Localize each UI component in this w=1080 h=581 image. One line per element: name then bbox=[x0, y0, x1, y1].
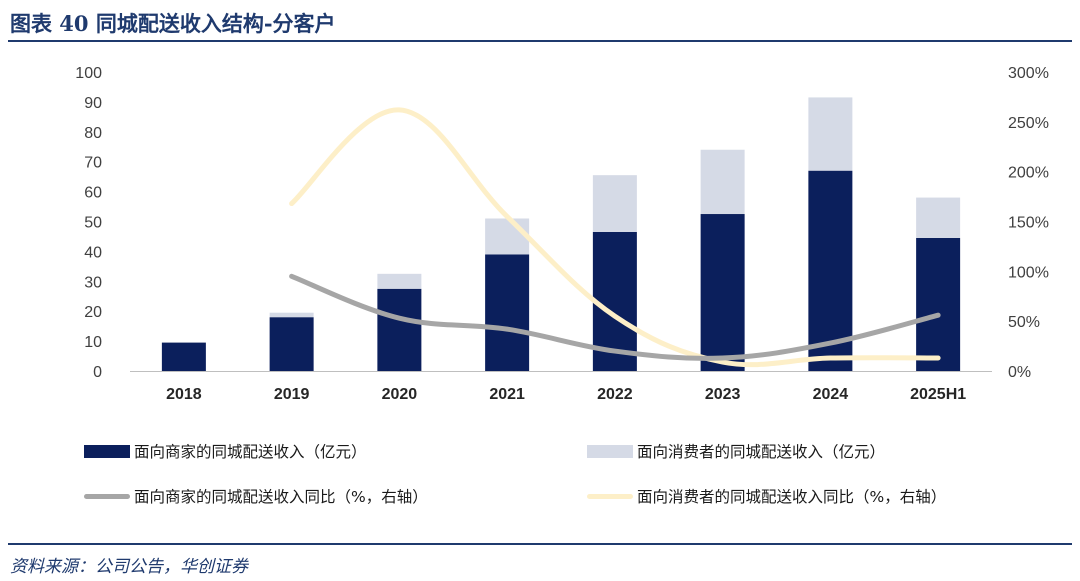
bar-merchant-2021 bbox=[485, 254, 530, 371]
right-tick-label: 0% bbox=[1008, 364, 1031, 381]
legend-label: 面向消费者的同城配送收入同比（%，右轴） bbox=[637, 488, 947, 506]
x-tick-label: 2021 bbox=[489, 386, 525, 403]
right-tick-label: 300% bbox=[1008, 65, 1049, 82]
left-tick-label: 40 bbox=[84, 244, 102, 261]
bar-merchant-2020 bbox=[377, 288, 422, 371]
right-tick-label: 100% bbox=[1008, 264, 1049, 281]
x-tick-label: 2024 bbox=[813, 386, 849, 403]
bar-consumer-2021 bbox=[485, 218, 530, 255]
bar-consumer-2025H1 bbox=[916, 197, 961, 238]
bars bbox=[161, 97, 961, 371]
right-axis: 0% 50% 100% 150% 200% 250% 300% bbox=[1008, 65, 1049, 381]
x-tick-label: 2019 bbox=[274, 386, 310, 403]
right-tick-label: 150% bbox=[1008, 215, 1049, 232]
legend-swatch bbox=[587, 444, 633, 458]
left-tick-label: 50 bbox=[84, 215, 102, 232]
legend-merchant-income: 面向商家的同城配送收入（亿元） bbox=[84, 440, 367, 462]
source-note: 资料来源：公司公告，华创证券 bbox=[10, 557, 248, 577]
x-tick-label: 2022 bbox=[597, 386, 633, 403]
left-axis: 0 10 20 30 40 50 60 70 80 90 100 bbox=[75, 65, 102, 381]
bar-merchant-2018 bbox=[161, 342, 206, 371]
x-tick-label: 2018 bbox=[166, 386, 202, 403]
bar-consumer-2019 bbox=[269, 312, 314, 318]
right-tick-label: 50% bbox=[1008, 314, 1040, 331]
legend-swatch bbox=[84, 444, 130, 458]
bar-merchant-2023 bbox=[700, 214, 745, 371]
legend-consumer-income: 面向消费者的同城配送收入（亿元） bbox=[587, 440, 885, 462]
x-tick-label: 2023 bbox=[705, 386, 741, 403]
right-tick-label: 200% bbox=[1008, 165, 1049, 182]
bottom-rule bbox=[8, 543, 1072, 545]
title-bar: 图表 40 同城配送收入结构-分客户 bbox=[8, 6, 1072, 42]
legend-label: 面向消费者的同城配送收入（亿元） bbox=[637, 443, 886, 461]
chart: 0 10 20 30 40 50 60 70 80 90 100 0% 50% 100% 150% 200%… bbox=[75, 65, 1049, 403]
bar-consumer-2023 bbox=[700, 149, 745, 215]
bar-consumer-2022 bbox=[592, 175, 637, 232]
left-tick-label: 10 bbox=[84, 334, 102, 351]
bar-merchant-2019 bbox=[269, 317, 314, 371]
x-tick-label: 2020 bbox=[382, 386, 418, 403]
bar-consumer-2020 bbox=[377, 273, 422, 289]
left-tick-label: 90 bbox=[84, 95, 102, 112]
right-tick-label: 250% bbox=[1008, 115, 1049, 132]
left-tick-label: 20 bbox=[84, 304, 102, 321]
bar-merchant-2025H1 bbox=[916, 237, 961, 371]
x-tick-label: 2025H1 bbox=[910, 386, 966, 403]
legend-swatch bbox=[587, 493, 633, 499]
legend-swatch bbox=[84, 493, 130, 499]
legend-label: 面向商家的同城配送收入（亿元） bbox=[134, 443, 367, 461]
left-tick-label: 80 bbox=[84, 125, 102, 142]
left-tick-label: 100 bbox=[75, 65, 102, 82]
left-tick-label: 30 bbox=[84, 274, 102, 291]
left-tick-label: 70 bbox=[84, 155, 102, 172]
x-axis: 2018 2019 2020 2021 2022 2023 2024 2025H1 bbox=[166, 386, 966, 403]
left-tick-label: 60 bbox=[84, 185, 102, 202]
legend-merchant-yoy: 面向商家的同城配送收入同比（%，右轴） bbox=[84, 485, 428, 507]
left-tick-label: 0 bbox=[93, 364, 102, 381]
page-title: 图表 40 同城配送收入结构-分客户 bbox=[10, 11, 336, 36]
line-merchant-yoy bbox=[289, 273, 941, 361]
lines bbox=[289, 107, 941, 368]
legend-consumer-yoy: 面向消费者的同城配送收入同比（%，右轴） bbox=[587, 485, 946, 507]
line-consumer-yoy bbox=[289, 107, 941, 368]
bar-consumer-2024 bbox=[808, 97, 853, 171]
legend-label: 面向商家的同城配送收入同比（%，右轴） bbox=[134, 488, 428, 506]
